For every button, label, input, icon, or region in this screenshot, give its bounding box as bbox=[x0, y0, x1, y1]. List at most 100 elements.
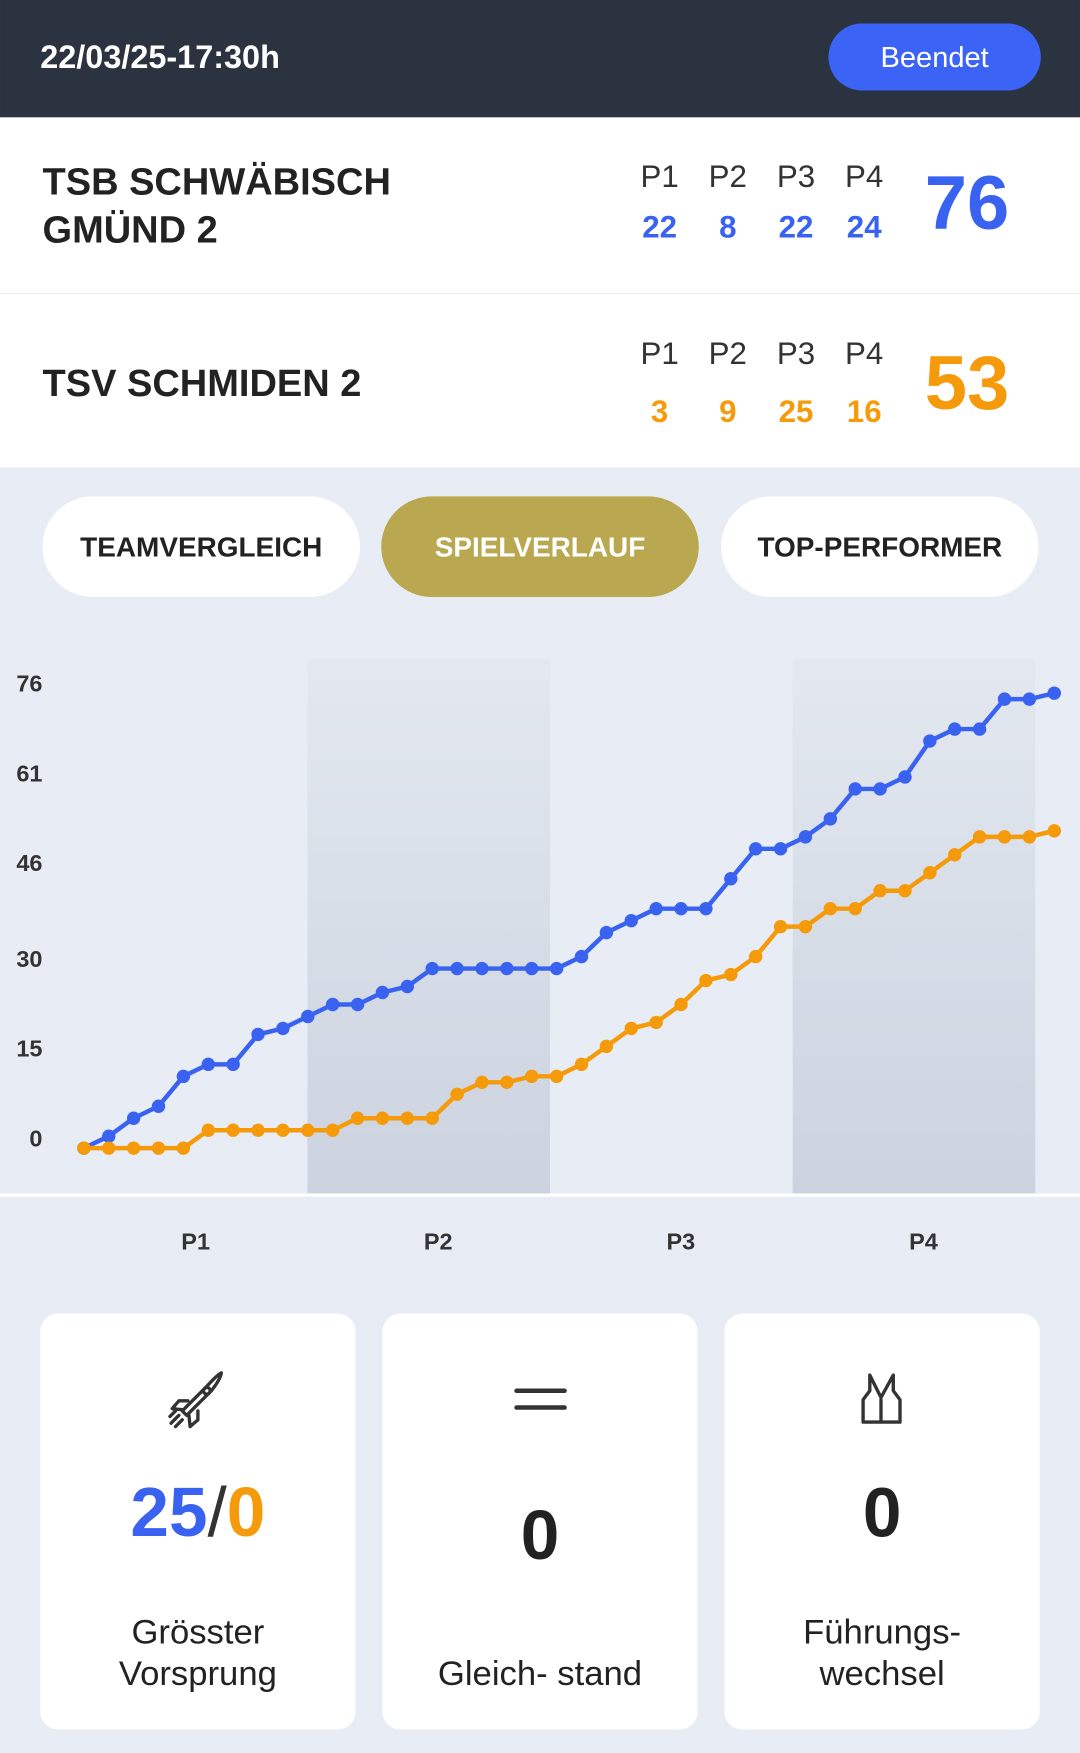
stat-value: 0 bbox=[521, 1496, 560, 1574]
period-score: 25 bbox=[779, 394, 814, 429]
team-name: TSB SCHWÄBISCH GMÜND 2 bbox=[42, 160, 391, 252]
data-point bbox=[77, 1141, 91, 1155]
stat-label: Führungs- wechsel bbox=[803, 1612, 962, 1693]
data-point bbox=[201, 1123, 215, 1137]
tab[interactable] bbox=[721, 496, 1039, 598]
data-point bbox=[375, 1111, 390, 1125]
period-score: 24 bbox=[847, 209, 882, 244]
data-point bbox=[525, 961, 539, 976]
period-score: 22 bbox=[642, 209, 677, 244]
data-point bbox=[226, 1123, 240, 1137]
total-score: 53 bbox=[925, 341, 1010, 426]
data-point bbox=[549, 961, 564, 976]
period-band bbox=[307, 659, 551, 1195]
data-point bbox=[126, 1141, 141, 1155]
data-point bbox=[823, 812, 838, 826]
team-row bbox=[0, 294, 1080, 468]
data-point bbox=[599, 1039, 614, 1054]
data-point bbox=[176, 1141, 191, 1155]
tab-label[interactable]: SPIELVERLAUF bbox=[435, 531, 646, 562]
data-point bbox=[873, 884, 887, 898]
data-point bbox=[674, 901, 688, 916]
tab[interactable] bbox=[381, 496, 699, 598]
stat-value-group: 25/0 bbox=[130, 1474, 265, 1552]
data-point bbox=[649, 901, 663, 916]
data-point bbox=[898, 884, 912, 898]
data-point bbox=[126, 1111, 141, 1125]
stat-value: 0 bbox=[863, 1474, 902, 1552]
x-tick-label: P4 bbox=[909, 1228, 938, 1254]
data-point bbox=[773, 919, 788, 934]
data-point bbox=[276, 1123, 290, 1137]
data-point bbox=[649, 1015, 663, 1030]
period-score: 8 bbox=[719, 209, 736, 244]
data-point bbox=[1022, 692, 1037, 706]
stat-card bbox=[40, 1313, 356, 1730]
data-point bbox=[798, 919, 813, 934]
datetime: 22/03/25-17:30h bbox=[40, 39, 280, 75]
status-button[interactable] bbox=[828, 23, 1041, 91]
x-tick-label: P2 bbox=[424, 1228, 453, 1254]
data-point bbox=[450, 961, 464, 976]
period-label: P3 bbox=[777, 159, 815, 194]
data-point bbox=[923, 734, 937, 748]
y-tick-label: 15 bbox=[16, 1036, 42, 1062]
data-point bbox=[425, 1111, 439, 1125]
period-label: P4 bbox=[845, 336, 883, 371]
data-point bbox=[773, 842, 788, 856]
data-point bbox=[699, 901, 713, 916]
data-point bbox=[400, 1111, 415, 1125]
data-point bbox=[1047, 686, 1061, 700]
data-point bbox=[848, 901, 862, 916]
data-point bbox=[350, 1111, 365, 1125]
y-tick-label: 46 bbox=[16, 850, 42, 876]
data-point bbox=[176, 1069, 191, 1084]
y-tick-label: 76 bbox=[16, 671, 42, 697]
data-point bbox=[102, 1141, 116, 1155]
icons bbox=[168, 1371, 902, 1429]
period-label: P4 bbox=[845, 159, 883, 194]
tab-label[interactable]: TEAMVERGLEICH bbox=[80, 531, 322, 562]
stat-separator: / bbox=[208, 1474, 228, 1552]
y-tick-label: 61 bbox=[16, 760, 42, 786]
data-point bbox=[948, 848, 962, 862]
data-point bbox=[599, 925, 614, 940]
data-point bbox=[450, 1087, 464, 1101]
data-point bbox=[997, 692, 1012, 706]
data-point bbox=[301, 1009, 315, 1024]
period-score: 16 bbox=[847, 394, 882, 429]
tab[interactable] bbox=[42, 496, 361, 598]
team-name-box: TSV SCHMIDEN 2 bbox=[42, 362, 361, 404]
team-row bbox=[0, 117, 1080, 293]
data-point bbox=[301, 1123, 315, 1137]
data-point bbox=[699, 973, 713, 988]
period-label: P1 bbox=[640, 159, 678, 194]
period-label: P2 bbox=[709, 159, 747, 194]
data-point bbox=[325, 997, 340, 1012]
tab-label[interactable]: TOP-PERFORMER bbox=[758, 531, 1003, 562]
data-point bbox=[400, 979, 415, 994]
data-point bbox=[574, 1057, 589, 1072]
data-point bbox=[748, 949, 763, 964]
data-point bbox=[923, 866, 937, 880]
data-point bbox=[475, 961, 489, 976]
data-point bbox=[1047, 824, 1061, 838]
period-label: P1 bbox=[640, 336, 678, 371]
data-point bbox=[948, 722, 962, 736]
data-point bbox=[475, 1075, 489, 1090]
data-point bbox=[251, 1123, 265, 1137]
period-score: 3 bbox=[651, 394, 668, 429]
stat-value: 25 bbox=[130, 1474, 207, 1552]
data-point bbox=[500, 1075, 514, 1090]
data-point bbox=[251, 1027, 265, 1042]
data-point bbox=[972, 830, 987, 844]
stat-label: Grösster Vorsprung bbox=[118, 1612, 277, 1693]
status-label[interactable]: Beendet bbox=[881, 42, 989, 74]
data-point bbox=[898, 770, 912, 784]
data-point bbox=[724, 872, 738, 886]
period-score: 9 bbox=[719, 394, 736, 429]
data-point bbox=[151, 1141, 166, 1155]
data-point bbox=[226, 1057, 240, 1072]
x-tick-label: P3 bbox=[667, 1228, 696, 1254]
